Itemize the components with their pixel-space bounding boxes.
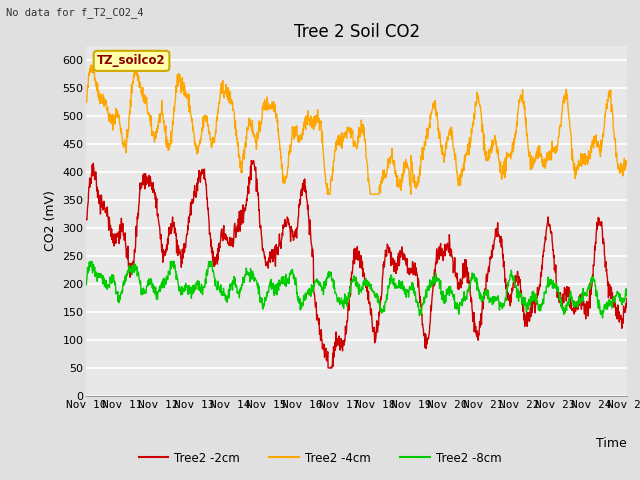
Text: Time: Time bbox=[596, 437, 627, 450]
Title: Tree 2 Soil CO2: Tree 2 Soil CO2 bbox=[294, 23, 420, 41]
Text: No data for f_T2_CO2_4: No data for f_T2_CO2_4 bbox=[6, 7, 144, 18]
Y-axis label: CO2 (mV): CO2 (mV) bbox=[44, 191, 57, 251]
Text: TZ_soilco2: TZ_soilco2 bbox=[97, 54, 166, 67]
Legend: Tree2 -2cm, Tree2 -4cm, Tree2 -8cm: Tree2 -2cm, Tree2 -4cm, Tree2 -8cm bbox=[134, 447, 506, 469]
